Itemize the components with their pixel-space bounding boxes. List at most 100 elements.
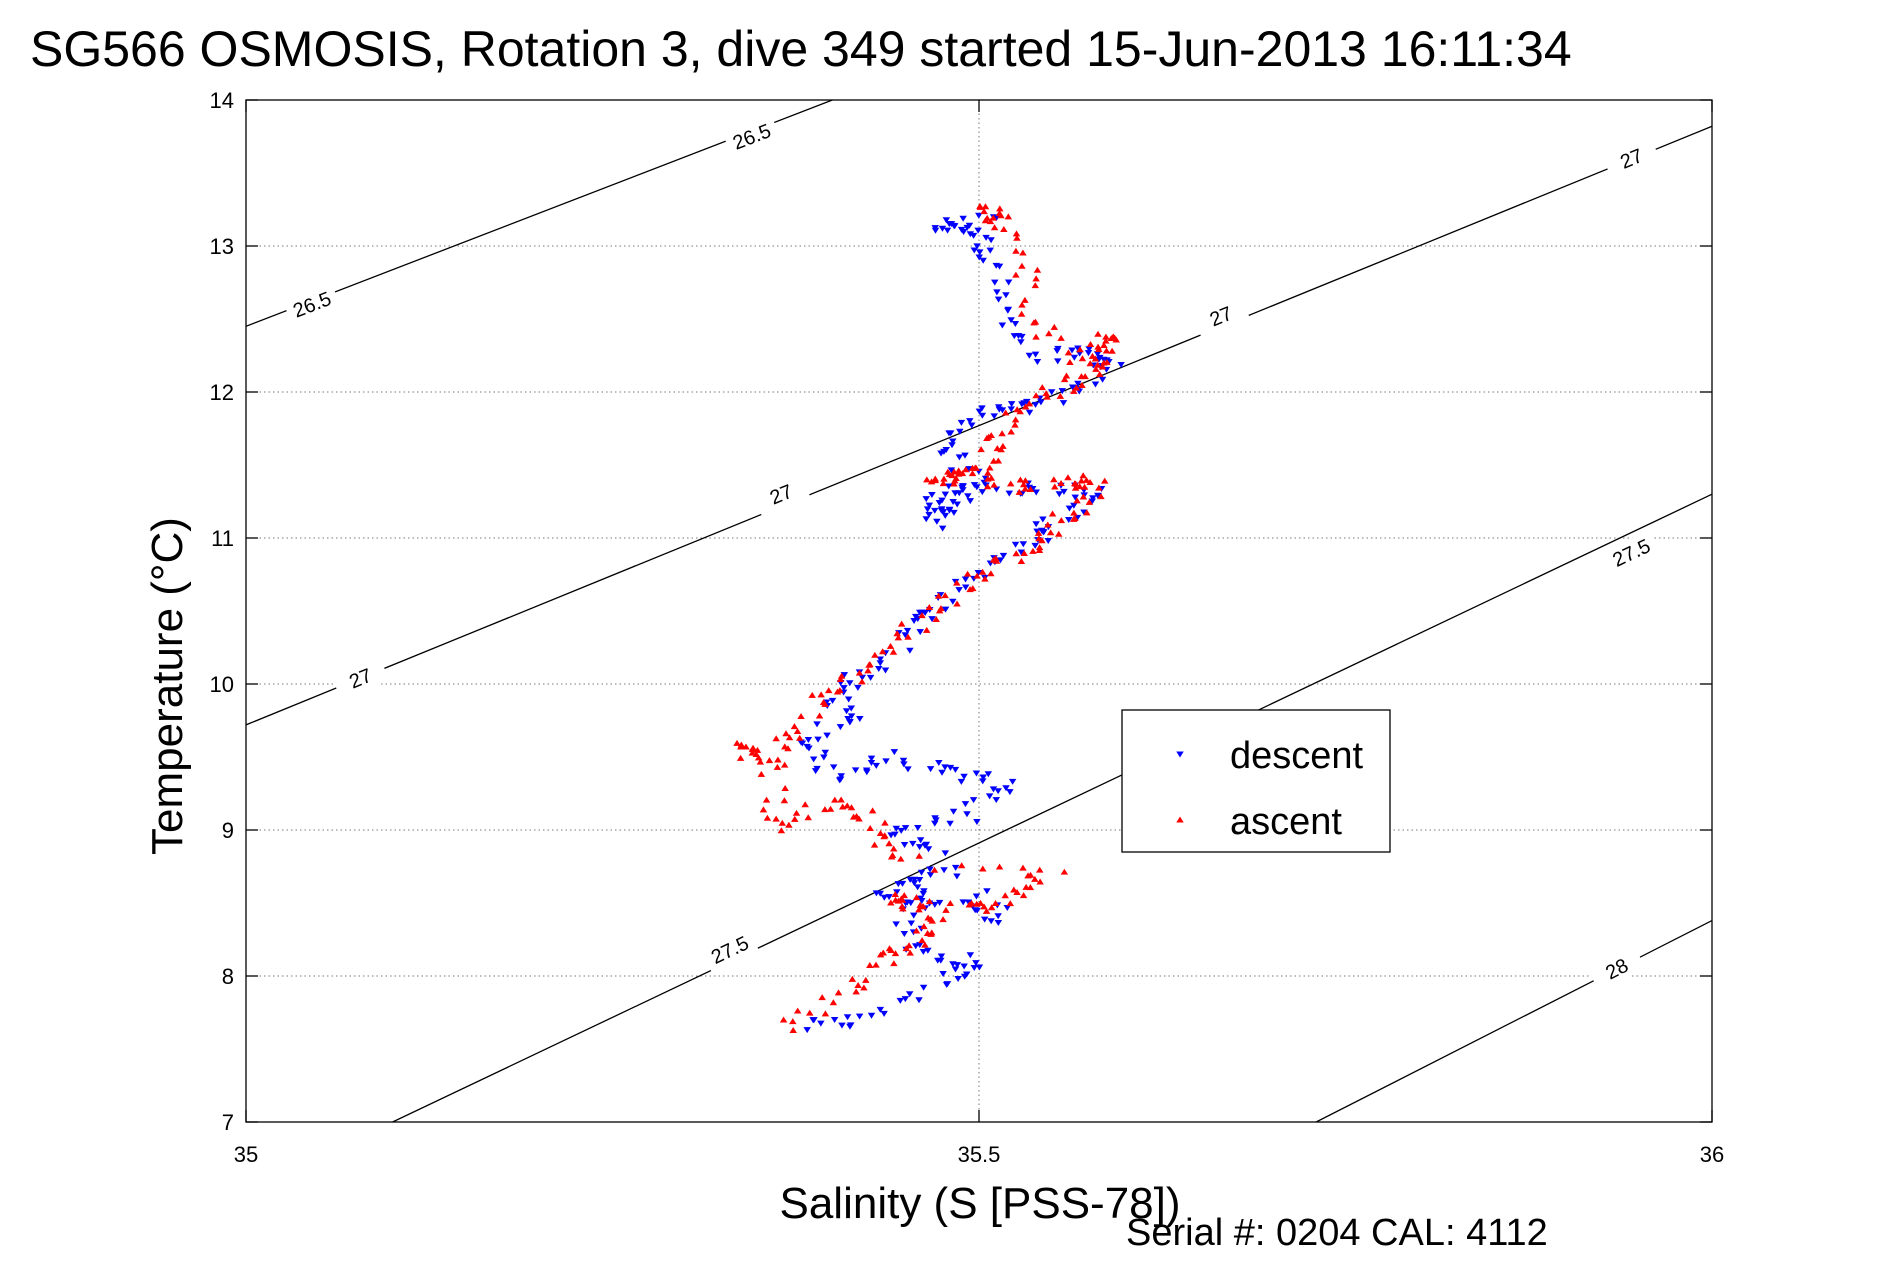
- data-point-descent: [840, 685, 848, 692]
- data-point-ascent: [986, 464, 994, 471]
- data-point-ascent: [1006, 900, 1014, 907]
- data-point-ascent: [790, 723, 799, 730]
- data-point-descent: [1006, 789, 1014, 796]
- data-point-descent: [855, 1013, 864, 1020]
- data-point-descent: [928, 616, 936, 623]
- density-contour-line: [392, 493, 1712, 1122]
- data-point-ascent: [928, 917, 936, 924]
- contour-label-bg: [1587, 945, 1646, 993]
- data-point-descent: [820, 754, 828, 761]
- data-point-descent: [804, 737, 813, 743]
- data-point-descent: [932, 817, 940, 824]
- data-point-ascent: [1072, 384, 1081, 391]
- data-point-descent: [880, 1010, 888, 1017]
- data-point-ascent: [897, 895, 906, 902]
- data-point-ascent: [866, 962, 874, 969]
- data-point-ascent: [906, 949, 914, 956]
- data-point-descent: [867, 1012, 876, 1019]
- contour-label-bg: [700, 926, 759, 973]
- data-point-descent: [811, 768, 820, 775]
- data-point-ascent: [1107, 335, 1116, 342]
- data-point-ascent: [1103, 358, 1111, 365]
- data-point-descent: [935, 759, 943, 766]
- data-point-ascent: [978, 568, 987, 575]
- data-point-ascent: [915, 906, 923, 913]
- data-point-ascent: [1006, 480, 1015, 487]
- data-point-descent: [987, 918, 995, 925]
- data-point-descent: [978, 489, 987, 496]
- data-point-descent: [972, 770, 981, 777]
- data-point-descent: [903, 627, 912, 634]
- data-point-descent: [961, 576, 970, 583]
- data-point-ascent: [824, 687, 833, 694]
- series-ascent: [733, 202, 1120, 1033]
- data-point-ascent: [925, 898, 934, 905]
- data-point-ascent: [944, 468, 952, 475]
- data-point-descent: [1054, 358, 1062, 365]
- data-point-descent: [978, 405, 986, 412]
- data-point-descent: [1039, 516, 1047, 523]
- legend-marker-descent: [1176, 751, 1184, 758]
- data-point-descent: [828, 697, 837, 704]
- data-point-descent: [941, 512, 950, 519]
- data-point-descent: [907, 900, 915, 907]
- data-point-descent: [813, 721, 821, 728]
- data-point-ascent: [921, 941, 929, 948]
- data-point-ascent: [1042, 390, 1050, 397]
- data-point-ascent: [855, 669, 864, 676]
- data-point-descent: [953, 962, 962, 969]
- data-point-descent: [979, 774, 987, 781]
- data-point-ascent: [939, 916, 947, 923]
- data-point-descent: [896, 997, 905, 1004]
- data-point-ascent: [1085, 498, 1094, 505]
- data-point-descent: [994, 404, 1003, 411]
- y-tick-label: 10: [210, 672, 234, 697]
- data-point-descent: [854, 684, 862, 691]
- data-point-ascent: [1035, 547, 1044, 554]
- data-point-descent: [938, 525, 947, 532]
- data-point-ascent: [996, 205, 1004, 212]
- data-point-descent: [1070, 354, 1079, 361]
- data-point-descent: [1032, 521, 1040, 528]
- data-point-ascent: [953, 600, 961, 607]
- y-tick-label: 12: [210, 380, 234, 405]
- data-point-descent: [975, 212, 983, 219]
- data-point-ascent: [797, 713, 805, 720]
- data-point-descent: [973, 819, 981, 825]
- data-point-descent: [891, 831, 899, 838]
- data-point-descent: [1039, 528, 1047, 535]
- data-point-ascent: [1093, 361, 1102, 368]
- data-point-ascent: [1094, 346, 1103, 353]
- data-point-descent: [937, 507, 946, 514]
- data-point-ascent: [772, 735, 780, 742]
- data-point-descent: [972, 960, 980, 967]
- data-point-ascent: [876, 830, 885, 837]
- data-point-descent: [1007, 401, 1016, 408]
- data-point-descent: [980, 916, 989, 923]
- data-point-descent: [966, 231, 975, 238]
- data-point-ascent: [829, 999, 838, 1006]
- data-point-descent: [900, 931, 909, 938]
- data-point-descent: [846, 719, 854, 726]
- data-point-ascent: [785, 821, 793, 828]
- data-point-descent: [939, 970, 947, 977]
- data-point-ascent: [1046, 529, 1055, 536]
- data-point-descent: [843, 1014, 852, 1021]
- data-point-ascent: [890, 960, 898, 967]
- data-point-ascent: [1062, 372, 1071, 379]
- data-point-ascent: [928, 929, 936, 936]
- data-point-ascent: [1077, 373, 1086, 380]
- data-point-descent: [992, 262, 1000, 269]
- data-point-ascent: [981, 575, 989, 582]
- data-point-ascent: [1050, 476, 1058, 483]
- data-point-ascent: [1108, 347, 1116, 354]
- data-point-descent: [881, 667, 890, 674]
- data-point-ascent: [826, 805, 835, 812]
- data-point-ascent: [1018, 301, 1026, 308]
- data-point-ascent: [772, 815, 780, 822]
- data-point-ascent: [1019, 249, 1027, 256]
- data-point-ascent: [1012, 230, 1021, 237]
- data-point-descent: [956, 428, 964, 435]
- data-point-descent: [830, 1017, 839, 1023]
- data-point-descent: [856, 716, 864, 722]
